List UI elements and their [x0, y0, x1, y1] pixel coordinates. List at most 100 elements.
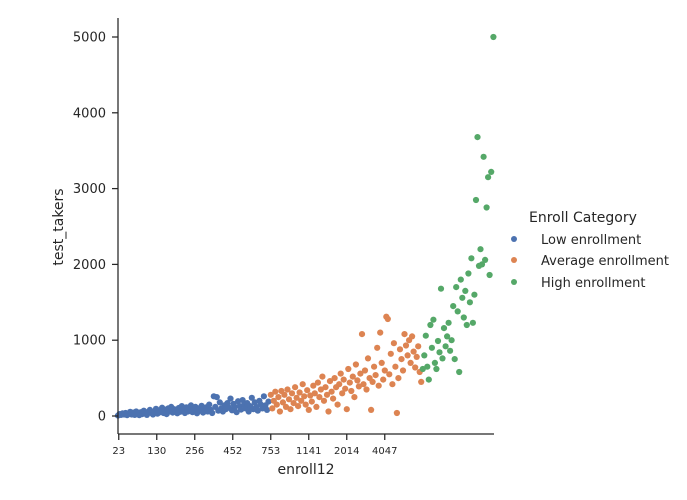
y-tick-label-2000: 2000: [73, 258, 106, 273]
point-high-5: [427, 321, 434, 329]
point-average-25: [305, 406, 312, 413]
point-average-82: [392, 363, 399, 370]
point-average-71: [375, 382, 382, 389]
point-high-20: [450, 303, 457, 310]
point-average-39: [326, 378, 334, 385]
point-high-24: [456, 368, 463, 376]
point-high-44: [486, 271, 493, 279]
point-average-28: [310, 382, 317, 389]
point-low-96: [260, 393, 267, 400]
point-average-51: [345, 365, 352, 373]
point-high-1: [421, 352, 428, 359]
point-average-34: [319, 373, 326, 380]
point-average-1: [269, 405, 276, 412]
point-average-41: [330, 395, 337, 402]
point-average-15: [290, 400, 297, 407]
point-average-64: [364, 355, 372, 362]
point-average-0: [267, 391, 274, 398]
point-average-29: [311, 390, 318, 397]
point-average-50: [343, 406, 350, 413]
point-high-12: [437, 285, 445, 292]
point-high-16: [444, 333, 451, 340]
point-average-83: [393, 409, 400, 417]
point-average-93: [409, 333, 416, 340]
point-high-33: [469, 319, 476, 326]
point-low-92: [254, 407, 261, 414]
point-average-42: [331, 375, 338, 382]
point-average-92: [407, 359, 414, 366]
y-axis-title: test_takers: [51, 188, 67, 265]
point-high-17: [445, 319, 452, 326]
legend: Enroll Category Low enrollment Average e…: [511, 210, 669, 291]
point-average-55: [351, 394, 358, 401]
y-tick-label-1000: 1000: [73, 334, 106, 349]
point-average-32: [316, 394, 323, 401]
point-low-65: [213, 394, 220, 401]
point-high-38: [477, 246, 484, 253]
point-average-96: [413, 353, 420, 360]
point-average-67: [369, 378, 376, 385]
point-high-7: [430, 316, 437, 323]
point-average-49: [342, 385, 349, 392]
point-high-23: [454, 308, 461, 315]
point-average-90: [404, 352, 411, 359]
point-high-9: [433, 365, 440, 373]
point-low-62: [209, 409, 216, 417]
point-low-88: [248, 394, 255, 401]
point-average-38: [325, 408, 332, 415]
point-average-58: [355, 383, 362, 390]
point-high-6: [428, 344, 435, 351]
y-tick-label-0: 0: [98, 410, 106, 425]
point-high-22: [453, 284, 460, 291]
legend-label-low: Low enrollment: [541, 233, 641, 248]
point-average-72: [377, 329, 384, 336]
point-average-5: [275, 394, 282, 401]
point-average-87: [399, 367, 407, 374]
point-average-53: [348, 387, 355, 395]
point-average-44: [334, 401, 341, 408]
legend-label-high: High enrollment: [541, 276, 645, 291]
point-average-27: [308, 398, 315, 405]
point-average-11: [284, 386, 291, 393]
point-average-19: [296, 389, 303, 396]
point-average-57: [354, 377, 361, 384]
point-average-86: [398, 356, 405, 363]
legend-marker-average: [511, 257, 517, 263]
point-high-13: [439, 355, 446, 362]
point-average-45: [336, 381, 343, 388]
point-average-66: [368, 406, 375, 413]
point-average-63: [363, 386, 370, 393]
legend-title: Enroll Category: [529, 210, 637, 226]
point-average-54: [349, 373, 356, 380]
point-high-34: [471, 291, 478, 298]
point-low-78: [233, 409, 240, 416]
legend-marker-low: [511, 236, 517, 242]
point-high-4: [425, 376, 432, 383]
point-high-21: [451, 356, 458, 363]
point-high-35: [472, 196, 480, 204]
axes-layer: [117, 18, 494, 435]
x-tick-label-130: 130: [147, 446, 166, 457]
point-high-25: [457, 276, 464, 283]
point-high-8: [431, 359, 438, 366]
point-average-6: [276, 408, 283, 415]
point-high-29: [463, 321, 470, 329]
point-low-98: [263, 406, 271, 413]
point-high-41: [482, 256, 489, 263]
point-average-23: [302, 401, 309, 408]
point-average-22: [301, 393, 308, 400]
point-high-3: [424, 363, 431, 370]
point-average-4: [273, 401, 280, 408]
point-high-42: [483, 204, 490, 211]
point-high-43: [485, 174, 492, 181]
y-tick-label-4000: 4000: [73, 106, 106, 121]
point-high-2: [422, 332, 429, 339]
x-tick-label-452: 452: [223, 446, 242, 457]
point-high-31: [466, 299, 473, 306]
point-average-46: [337, 370, 344, 377]
point-high-46: [490, 33, 497, 41]
x-tick-label-256: 256: [185, 446, 204, 457]
point-average-20: [298, 397, 305, 404]
x-axis-title: enroll12: [277, 462, 334, 478]
